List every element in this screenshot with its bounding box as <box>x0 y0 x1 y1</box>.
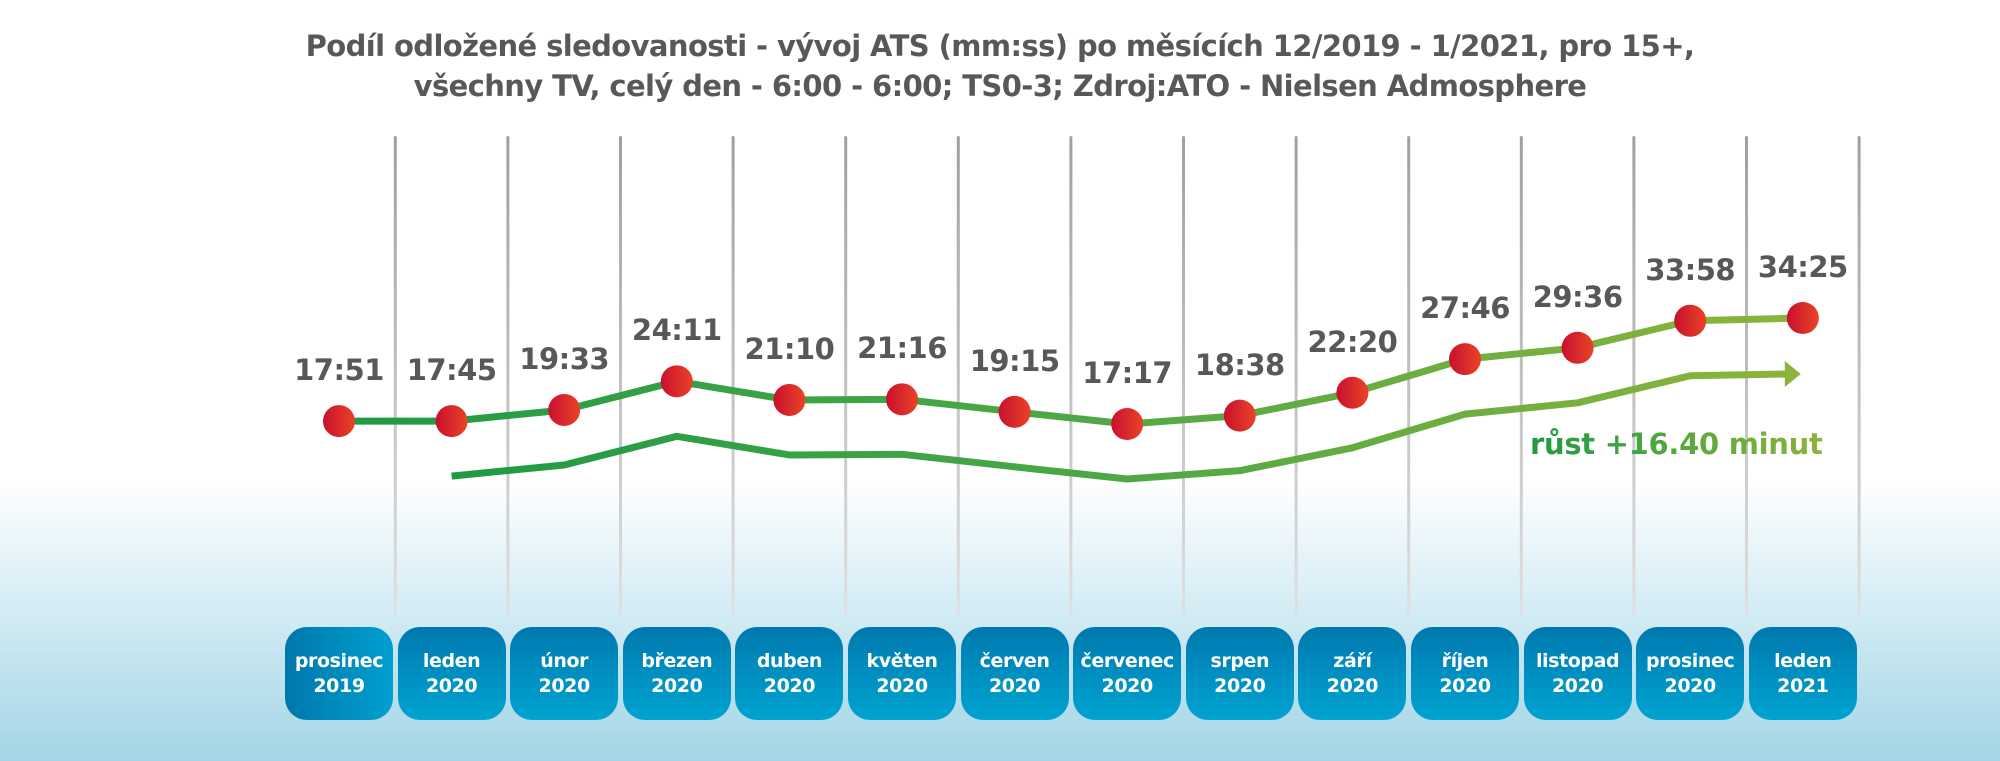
month-name: duben <box>756 649 823 672</box>
month-year: 2019 <box>313 674 365 697</box>
month-year: 2020 <box>651 674 703 697</box>
gridline <box>844 136 848 616</box>
value-label: 33:58 <box>1645 252 1736 287</box>
month-name: leden <box>422 649 481 672</box>
month-label-box: září 2020 <box>1298 627 1407 720</box>
growth-annotation: růst +16.40 minut <box>1530 427 1823 461</box>
month-label-box: červen 2020 <box>960 627 1069 720</box>
data-point-marker <box>323 405 355 438</box>
value-label: 21:16 <box>857 331 947 366</box>
month-label-box: leden 2020 <box>397 627 506 720</box>
month-name: únor <box>540 649 589 672</box>
month-label-box: duben 2020 <box>735 627 844 720</box>
month-year: 2020 <box>1214 674 1266 697</box>
month-name: červenec <box>1080 649 1175 672</box>
gridline <box>506 136 510 616</box>
data-point-marker <box>1674 304 1707 337</box>
month-label-box: únor 2020 <box>510 627 619 720</box>
month-name: říjen <box>1441 649 1489 672</box>
month-label-box: březen 2020 <box>622 627 731 720</box>
month-year: 2020 <box>1664 674 1717 697</box>
data-point-marker <box>660 365 693 398</box>
month-year: 2020 <box>988 674 1041 697</box>
chart-title-line-1: Podíl odložené sledovanosti - vývoj ATS … <box>305 29 1695 63</box>
month-label-box: květen 2020 <box>848 627 956 720</box>
value-label: 17:17 <box>1082 356 1173 390</box>
month-label-box: leden 2021 <box>1748 627 1857 720</box>
value-label: 19:15 <box>969 343 1060 378</box>
value-label: 21:10 <box>744 331 835 366</box>
month-year: 2020 <box>876 674 928 697</box>
data-point-marker <box>998 395 1031 428</box>
data-point-marker <box>1786 302 1819 334</box>
gridline <box>1857 136 1861 616</box>
month-year: 2020 <box>538 674 591 697</box>
month-label-box: listopad 2020 <box>1523 627 1632 720</box>
month-year: 2020 <box>763 674 816 697</box>
month-label-box: prosinec 2019 <box>285 627 393 720</box>
gridline <box>1182 136 1185 616</box>
data-point-marker <box>1223 399 1256 432</box>
month-year: 2020 <box>1551 674 1604 697</box>
value-label: 34:25 <box>1757 250 1848 284</box>
data-point-markers <box>323 302 1819 440</box>
month-year: 2020 <box>1326 674 1379 697</box>
value-label: 24:11 <box>631 313 722 348</box>
value-label: 29:36 <box>1532 279 1623 314</box>
gridline <box>956 136 960 616</box>
gridline <box>1632 136 1636 616</box>
data-point-marker <box>886 383 918 416</box>
month-year: 2020 <box>1101 674 1154 697</box>
value-label: 17:45 <box>406 353 497 388</box>
month-name: prosinec <box>294 649 384 672</box>
month-name: leden <box>1774 649 1832 672</box>
month-name: květen <box>866 649 938 672</box>
month-name: červen <box>979 649 1050 672</box>
value-label: 27:46 <box>1420 291 1510 326</box>
value-label: 17:51 <box>294 353 384 388</box>
data-point-marker <box>1449 343 1481 376</box>
month-label-box: červenec 2020 <box>1073 627 1182 720</box>
gridline <box>393 136 397 616</box>
gridline <box>1069 136 1073 616</box>
arrow-head-icon <box>1784 361 1801 387</box>
value-label: 18:38 <box>1194 347 1285 382</box>
vertical-gridlines <box>393 136 1861 616</box>
month-name: březen <box>641 649 713 672</box>
trend-arrow-line <box>451 370 1787 483</box>
gridline <box>619 136 622 616</box>
value-label: 19:33 <box>519 341 610 376</box>
month-year: 2020 <box>1439 674 1491 697</box>
month-name: prosinec <box>1646 649 1735 672</box>
chart-title: Podíl odložené sledovanosti - vývoj ATS … <box>0 26 2000 106</box>
gridline <box>1294 136 1298 616</box>
data-point-marker <box>1336 376 1369 409</box>
data-point-marker <box>773 383 806 416</box>
month-name: září <box>1333 649 1372 672</box>
data-point-marker <box>435 405 468 438</box>
month-label-box: říjen 2020 <box>1411 627 1519 720</box>
month-label-box: srpen 2020 <box>1185 627 1294 720</box>
value-label: 22:20 <box>1307 324 1398 359</box>
data-point-marker <box>1561 331 1594 364</box>
month-label-box: prosinec 2020 <box>1636 627 1745 720</box>
month-name: srpen <box>1210 649 1270 672</box>
gridline <box>1519 136 1523 616</box>
gridline <box>731 136 735 616</box>
data-point-marker <box>548 393 581 426</box>
month-year: 2021 <box>1777 674 1829 697</box>
ats-series-line <box>339 314 1803 428</box>
month-name: listopad <box>1535 649 1620 672</box>
month-year: 2020 <box>425 674 478 697</box>
data-point-marker <box>1111 408 1144 440</box>
chart-title-line-2: všechny TV, celý den - 6:00 - 6:00; TS0-… <box>413 69 1587 103</box>
